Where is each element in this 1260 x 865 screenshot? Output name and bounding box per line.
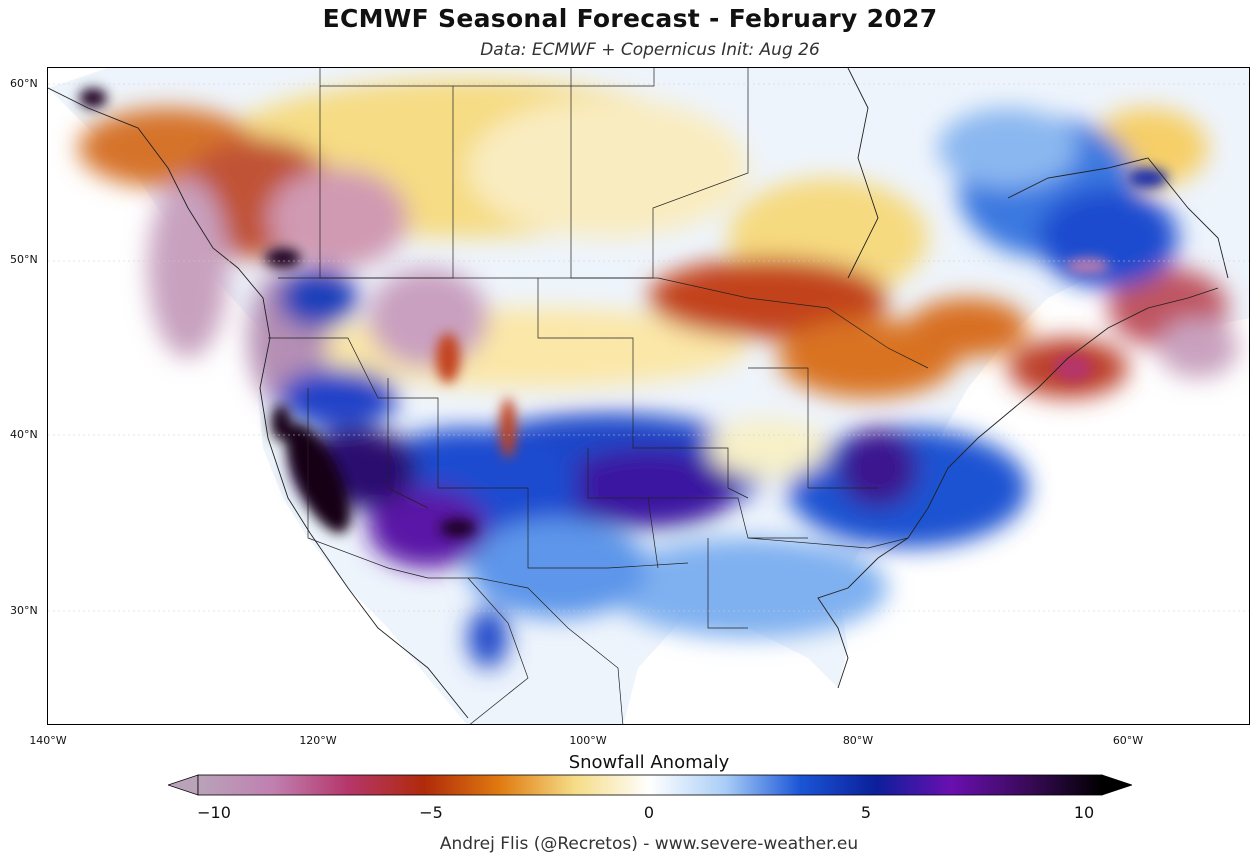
lat-label-60n: 60°N bbox=[10, 77, 38, 90]
lon-label-100w: 100°W bbox=[569, 734, 607, 747]
lon-label-60w: 60°W bbox=[1112, 734, 1144, 747]
lon-label-120w: 120°W bbox=[299, 734, 337, 747]
credit-text: Andrej Flis (@Recretos) - www.severe-wea… bbox=[439, 834, 859, 854]
political-borders bbox=[268, 68, 929, 724]
colorbar-tick-minus10: −10 bbox=[197, 803, 231, 822]
colorbar-bar bbox=[197, 774, 1103, 796]
colorbar-graphic bbox=[166, 774, 1134, 796]
anomaly-cores bbox=[79, 88, 1168, 537]
map-canvas bbox=[48, 68, 1249, 724]
map-subtitle: Data: ECMWF + Copernicus Init: Aug 26 bbox=[480, 40, 820, 60]
lat-label-40n: 40°N bbox=[10, 428, 38, 441]
coastlines bbox=[48, 68, 1229, 719]
colorbar bbox=[166, 774, 1134, 804]
colorbar-tick-10: 10 bbox=[1073, 803, 1095, 822]
colorbar-min-extend bbox=[166, 774, 199, 796]
colorbar-tick-minus5: −5 bbox=[419, 803, 443, 822]
colorbar-max-extend bbox=[1101, 774, 1134, 796]
snowfall-anomaly-map bbox=[47, 67, 1250, 725]
colorbar-tick-5: 5 bbox=[860, 803, 872, 822]
colorbar-tick-0: 0 bbox=[643, 803, 655, 822]
colorbar-title: Snowfall Anomaly bbox=[568, 752, 730, 773]
map-title: ECMWF Seasonal Forecast - February 2027 bbox=[322, 4, 938, 33]
lat-label-30n: 30°N bbox=[10, 604, 38, 617]
lon-label-140w: 140°W bbox=[29, 734, 67, 747]
lon-label-80w: 80°W bbox=[842, 734, 874, 747]
graticule bbox=[48, 83, 1249, 612]
lat-label-50n: 50°N bbox=[10, 253, 38, 266]
anomaly-field bbox=[78, 78, 1238, 668]
